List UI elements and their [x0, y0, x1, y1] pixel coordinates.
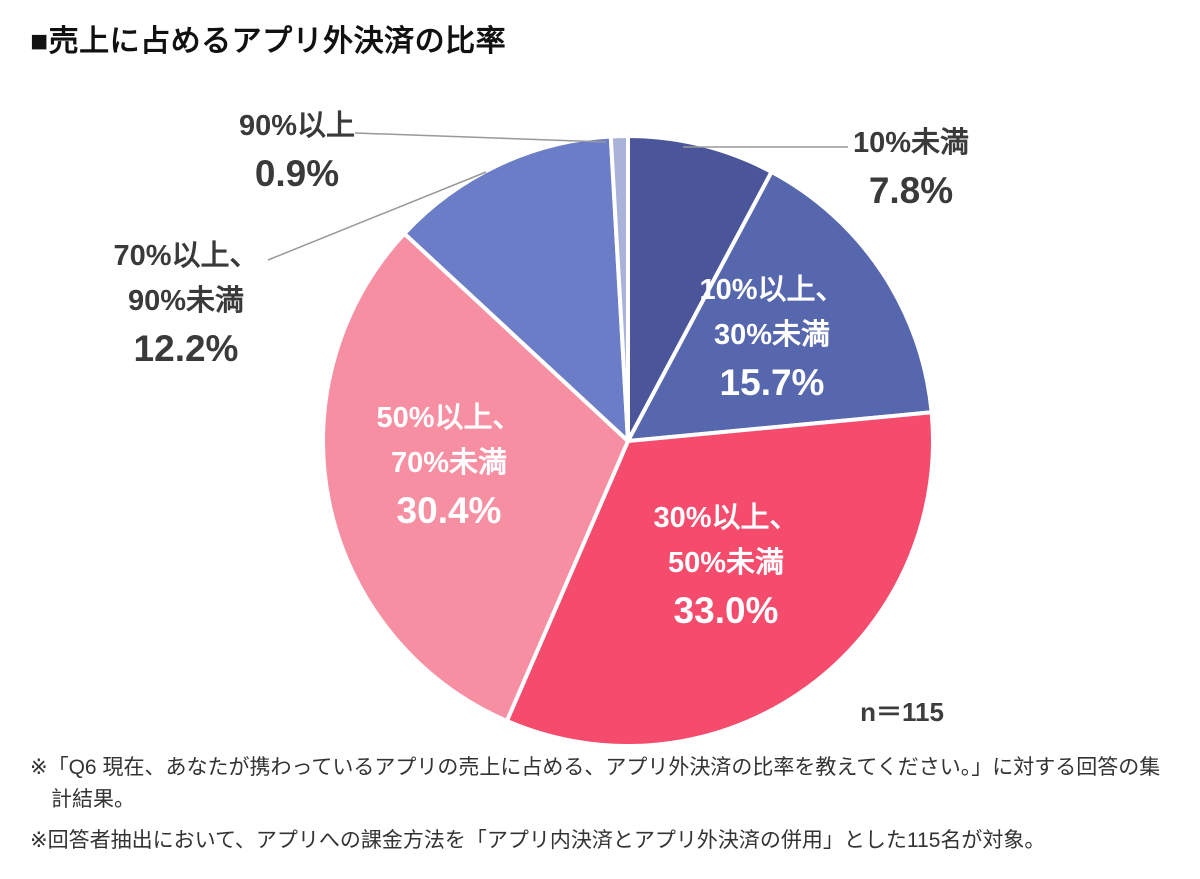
label-70-90pct-category-line2: 90%未満: [127, 284, 245, 317]
pie-slice-1: [626, 169, 934, 443]
label-10-30pct-category-line2: 30%未満: [713, 318, 831, 351]
label-under-10pct: 10%未満 7.8%: [853, 121, 969, 214]
pie-slice-5: [608, 134, 630, 443]
footnotes: ※「Q6 現在、あなたが携わっているアプリの売上に占める、アプリ外決済の比率を教…: [30, 752, 1180, 867]
label-30-50pct-value: 33.0%: [673, 589, 779, 631]
label-30-50pct-category-line2: 50%未満: [667, 546, 785, 579]
label-10-30pct-value: 15.7%: [719, 361, 825, 403]
pie-slice-0: [626, 134, 774, 443]
label-10-30pct: 10%以上、 30%未満 15.7%: [699, 268, 844, 406]
pie-slice-4: [402, 134, 630, 443]
label-90pct-plus-value: 0.9%: [254, 152, 340, 194]
pie-slices-group: [320, 134, 936, 748]
label-50-70pct-category-line1: 50%以上、: [376, 402, 522, 434]
label-70-90pct-value: 12.2%: [133, 327, 239, 369]
page-title: ■売上に占めるアプリ外決済の比率: [30, 25, 507, 58]
label-50-70pct-category-line2: 70%未満: [390, 446, 508, 479]
label-50-70pct-value: 30.4%: [396, 489, 502, 531]
sample-size-label: n＝115: [860, 697, 944, 727]
label-under-10pct-category: 10%未満: [852, 127, 970, 159]
footnote-2: ※回答者抽出において、アプリへの課金方法を「アプリ内決済とアプリ外決済の併用」と…: [30, 829, 1046, 852]
pie-slice-3: [320, 231, 630, 723]
label-under-10pct-value: 7.8%: [868, 169, 954, 211]
label-70-90pct-category-line1: 70%以上、: [113, 240, 259, 272]
pie-chart-svg: [267, 132, 936, 748]
leader-line-70-90pct: [267, 171, 487, 261]
label-50-70pct: 50%以上、 70%未満 30.4%: [376, 396, 521, 534]
label-90pct-plus-category: 90%以上: [238, 110, 356, 142]
label-90pct-plus: 90%以上 0.9%: [239, 104, 355, 197]
label-30-50pct-category-line1: 30%以上、: [653, 502, 799, 534]
label-10-30pct-category-line1: 10%以上、: [699, 274, 845, 306]
footnote-1: ※「Q6 現在、あなたが携わっているアプリの売上に占める、アプリ外決済の比率を教…: [30, 756, 1161, 811]
pie-slice-2: [504, 410, 936, 748]
label-30-50pct: 30%以上、 50%未満 33.0%: [653, 496, 798, 634]
leader-line-90pct-plus: [354, 132, 607, 143]
label-70-90pct: 70%以上、 90%未満 12.2%: [113, 234, 258, 372]
